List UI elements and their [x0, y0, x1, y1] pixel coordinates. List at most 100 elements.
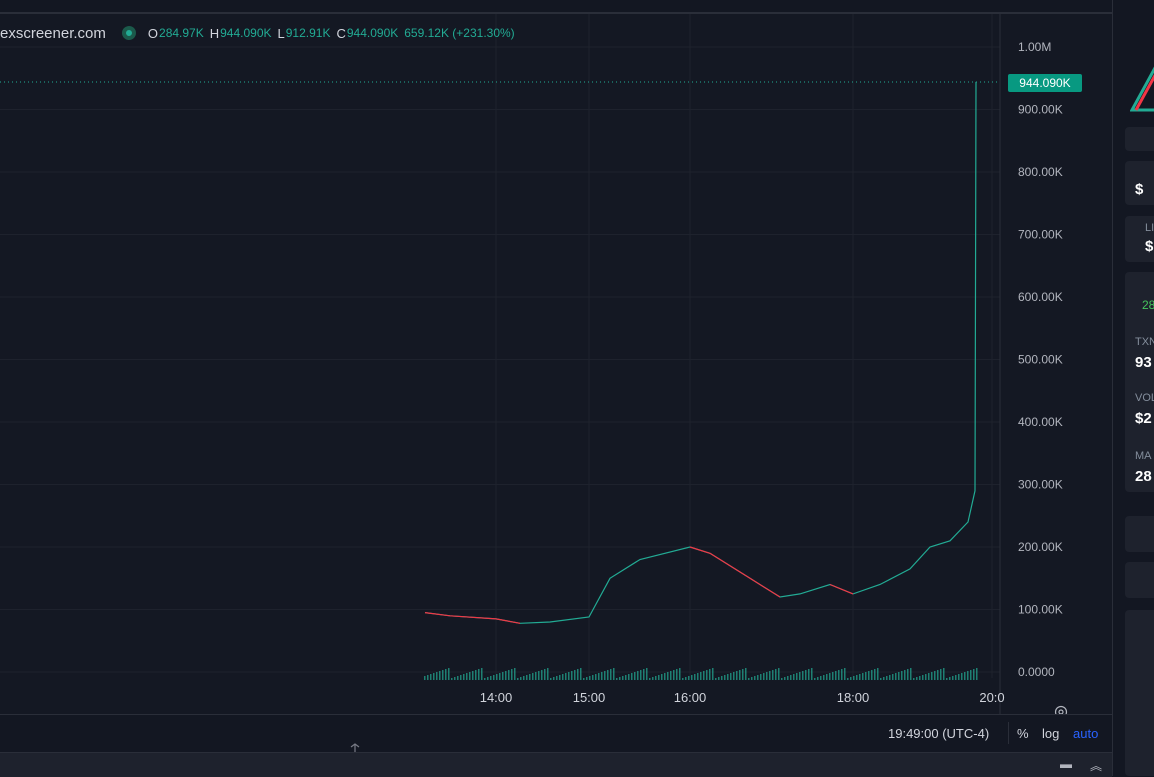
volume-bar	[715, 678, 717, 680]
volume-bar	[892, 674, 894, 680]
volume-bar	[952, 676, 954, 680]
price-tick-label: 900.00K	[1018, 103, 1063, 117]
volume-bar	[916, 677, 918, 680]
volume-bar	[466, 673, 468, 680]
sidebar-button-2[interactable]	[1125, 562, 1154, 598]
volume-bar	[742, 669, 744, 680]
volume-bar	[964, 672, 966, 680]
volume-bar	[664, 673, 666, 680]
volume-bar	[613, 668, 615, 680]
volume-bar	[679, 668, 681, 680]
volume-bar	[691, 675, 693, 680]
volume-bar	[880, 678, 882, 680]
volume-bar	[643, 669, 645, 680]
liquidity-value: $	[1145, 238, 1154, 255]
price-value: $	[1135, 181, 1144, 198]
volume-bar	[733, 672, 735, 680]
volume-bar	[670, 671, 672, 680]
volume-bar	[424, 676, 426, 680]
price-tick-label: 800.00K	[1018, 165, 1063, 179]
volume-bar	[472, 671, 474, 680]
volume-bar	[922, 675, 924, 680]
time-tick-label: 18:00	[837, 690, 870, 705]
volume-bar	[865, 672, 867, 680]
volume-bar	[718, 677, 720, 680]
volume-bar	[775, 669, 777, 680]
close-value: 944.090K	[346, 26, 399, 40]
volume-bar	[961, 673, 963, 680]
minimize-icon[interactable]: ▬	[1060, 757, 1072, 771]
volume-bar	[832, 672, 834, 680]
volume-bar	[757, 675, 759, 680]
high-key: H	[209, 25, 220, 41]
volume-bar	[967, 671, 969, 680]
volume-bar	[445, 669, 447, 680]
sidebar-tab[interactable]	[1125, 127, 1154, 151]
volume-bar	[919, 676, 921, 680]
price-tick-label: 400.00K	[1018, 415, 1063, 429]
time-tick-label: 20:0	[979, 690, 1004, 705]
volume-bar	[427, 675, 429, 680]
volume-bar	[622, 676, 624, 680]
chart-area[interactable]: 1.00M 900.00K 800.00K 700.00K 600.00K 500.00K…	[0, 14, 1112, 752]
volume-bar	[556, 676, 558, 680]
chevron-up-icon[interactable]: ︽	[1090, 759, 1103, 773]
log-toggle[interactable]: log	[1042, 726, 1060, 741]
volume-bar	[625, 675, 627, 680]
volume-bar	[895, 673, 897, 680]
auto-toggle[interactable]: auto	[1073, 726, 1099, 741]
volume-bar	[529, 674, 531, 680]
volume-bar	[430, 674, 432, 680]
volume-bar	[796, 673, 798, 680]
volume-bar	[640, 670, 642, 680]
volume-bar	[754, 676, 756, 680]
sidebar-button-1[interactable]	[1125, 516, 1154, 552]
change-value: 659.12K (+231.30%)	[404, 26, 515, 40]
volume-bar	[436, 672, 438, 680]
volume-bar	[901, 671, 903, 680]
volume-bar	[610, 669, 612, 680]
volume-bar	[601, 672, 603, 680]
volume-bar	[838, 670, 840, 680]
volume-bar	[721, 676, 723, 680]
volume-bar	[904, 670, 906, 680]
volume-bar	[583, 678, 585, 680]
volume-bar	[730, 673, 732, 680]
site-name: exscreener.com	[0, 24, 106, 42]
volume-bar	[706, 670, 708, 680]
volume-bar	[550, 678, 552, 680]
price-tick-label: 200.00K	[1018, 540, 1063, 554]
top-bar	[0, 0, 1112, 14]
price-chart: 1.00M 900.00K 800.00K 700.00K 600.00K 500.00K…	[0, 14, 1063, 714]
volume-bar	[862, 673, 864, 680]
volume-bar	[460, 675, 462, 680]
volume-bar	[520, 677, 522, 680]
volume-bar	[649, 678, 651, 680]
volume-bar	[934, 671, 936, 680]
timezone-clock[interactable]: 19:49:00 (UTC-4)	[888, 726, 990, 741]
volume-bar	[778, 668, 780, 680]
percent-toggle[interactable]: %	[1017, 726, 1029, 741]
volume-bar	[802, 671, 804, 680]
volume-bar	[799, 672, 801, 680]
volume-bar	[511, 669, 513, 680]
volume-bar	[535, 672, 537, 680]
volume-bar	[475, 670, 477, 680]
volume-bar	[826, 674, 828, 680]
token-info-sidebar: $ LIQ $ 28 TXN 93 VOL $2 MA 28	[1112, 0, 1154, 776]
volume-bar	[973, 669, 975, 680]
volume-bar	[478, 669, 480, 680]
volume-bar	[886, 676, 888, 680]
volume-bar	[568, 672, 570, 680]
volume-bar	[448, 668, 450, 680]
volume-bar	[805, 670, 807, 680]
volume-bar	[586, 677, 588, 680]
volume-bar	[523, 676, 525, 680]
volume-bar	[793, 674, 795, 680]
volume-bar	[766, 672, 768, 680]
close-key: C	[336, 25, 346, 41]
volume-bar	[913, 678, 915, 680]
open-value: 284.97K	[159, 26, 204, 40]
volume-bar	[496, 674, 498, 680]
volume-bar	[490, 676, 492, 680]
